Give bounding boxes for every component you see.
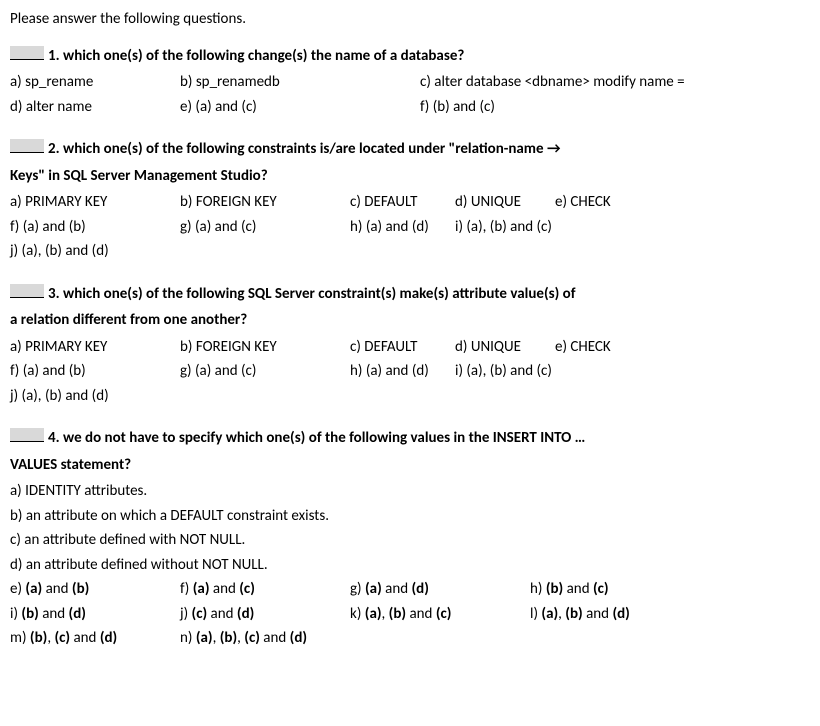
option: b) FOREIGN KEY <box>180 191 350 214</box>
option: e) (a) and (b) <box>10 578 180 601</box>
option-row: e) (a) and (b)f) (a) and (c)g) (a) and (… <box>10 578 810 603</box>
option-row: m) (b), (c) and (d)n) (a), (b), (c) and … <box>10 627 810 652</box>
question-block: 1. which one(s) of the following change(… <box>10 45 810 121</box>
question-text-cont: Keys" in SQL Server Management Studio? <box>10 165 810 188</box>
option-row: b) an attribute on which a DEFAULT const… <box>10 505 810 530</box>
option: i) (b) and (d) <box>10 603 180 626</box>
question-block: 3. which one(s) of the following SQL Ser… <box>10 283 810 410</box>
option-row: f) (a) and (b)g) (a) and (c)h) (a) and (… <box>10 216 810 241</box>
option: e) (a) and (c) <box>180 96 420 119</box>
question-block: 4. we do not have to specify which one(s… <box>10 427 810 652</box>
question-number: 2. <box>48 140 60 158</box>
option: c) DEFAULT <box>350 336 455 359</box>
option: c) DEFAULT <box>350 191 455 214</box>
option: g) (a) and (c) <box>180 216 350 239</box>
option: b) FOREIGN KEY <box>180 336 350 359</box>
option: h) (a) and (d) <box>350 216 455 239</box>
option-row: d) an attribute defined without NOT NULL… <box>10 554 810 579</box>
option: f) (a) and (c) <box>180 578 350 601</box>
option: m) (b), (c) and (d) <box>10 627 180 650</box>
questions-container: 1. which one(s) of the following change(… <box>10 45 810 652</box>
option: j) (a), (b) and (d) <box>10 240 210 263</box>
option: d) an attribute defined without NOT NULL… <box>10 554 710 577</box>
question-text: which one(s) of the following SQL Server… <box>63 285 575 303</box>
option-row: i) (b) and (d)j) (c) and (d)k) (a), (b) … <box>10 603 810 628</box>
option: c) alter database <dbname> modify name = <box>420 71 780 94</box>
option: a) sp_rename <box>10 71 180 94</box>
question-number: 4. <box>48 429 60 447</box>
option-row: a) IDENTITY attributes. <box>10 480 810 505</box>
question-number: 1. <box>48 47 60 65</box>
option: h) (a) and (d) <box>350 360 455 383</box>
option: h) (b) and (c) <box>530 578 700 601</box>
option-row: c) an attribute defined with NOT NULL. <box>10 529 810 554</box>
question-heading: 4. we do not have to specify which one(s… <box>10 427 810 450</box>
answer-blank[interactable] <box>10 284 44 298</box>
option: f) (a) and (b) <box>10 360 180 383</box>
option: j) (a), (b) and (d) <box>10 385 210 408</box>
intro-text: Please answer the following questions. <box>10 8 810 31</box>
option: f) (b) and (c) <box>420 96 670 119</box>
option-row: a) PRIMARY KEYb) FOREIGN KEYc) DEFAULTd)… <box>10 336 810 361</box>
option: d) alter name <box>10 96 180 119</box>
option: l) (a), (b) and (d) <box>530 603 700 626</box>
option: b) an attribute on which a DEFAULT const… <box>10 505 710 528</box>
option: k) (a), (b) and (c) <box>350 603 530 626</box>
option: d) UNIQUE <box>455 191 555 214</box>
option: i) (a), (b) and (c) <box>455 360 655 383</box>
answer-blank[interactable] <box>10 139 44 153</box>
question-text-cont: VALUES statement? <box>10 454 810 477</box>
option: d) UNIQUE <box>455 336 555 359</box>
question-text: which one(s) of the following constraint… <box>63 140 561 158</box>
option: f) (a) and (b) <box>10 216 180 239</box>
option: j) (c) and (d) <box>180 603 350 626</box>
option: a) PRIMARY KEY <box>10 191 180 214</box>
option: n) (a), (b), (c) and (d) <box>180 627 430 650</box>
option-row: a) PRIMARY KEYb) FOREIGN KEYc) DEFAULTd)… <box>10 191 810 216</box>
option-row: j) (a), (b) and (d) <box>10 385 810 410</box>
option: c) an attribute defined with NOT NULL. <box>10 529 710 552</box>
option-row: f) (a) and (b)g) (a) and (c)h) (a) and (… <box>10 360 810 385</box>
question-text: we do not have to specify which one(s) o… <box>63 429 585 447</box>
option: a) IDENTITY attributes. <box>10 480 710 503</box>
option: b) sp_renamedb <box>180 71 420 94</box>
answer-blank[interactable] <box>10 428 44 442</box>
option: i) (a), (b) and (c) <box>455 216 655 239</box>
question-block: 2. which one(s) of the following constra… <box>10 138 810 265</box>
question-heading: 3. which one(s) of the following SQL Ser… <box>10 283 810 306</box>
option: g) (a) and (d) <box>350 578 530 601</box>
answer-blank[interactable] <box>10 46 44 60</box>
option-row: a) sp_renameb) sp_renamedbc) alter datab… <box>10 71 810 96</box>
question-heading: 2. which one(s) of the following constra… <box>10 138 810 161</box>
option: a) PRIMARY KEY <box>10 336 180 359</box>
option: g) (a) and (c) <box>180 360 350 383</box>
option: e) CHECK <box>555 336 655 359</box>
option: e) CHECK <box>555 191 655 214</box>
question-text-cont: a relation different from one another? <box>10 309 810 332</box>
option-row: d) alter namee) (a) and (c)f) (b) and (c… <box>10 96 810 121</box>
question-number: 3. <box>48 285 60 303</box>
option-row: j) (a), (b) and (d) <box>10 240 810 265</box>
question-heading: 1. which one(s) of the following change(… <box>10 45 810 68</box>
question-text: which one(s) of the following change(s) … <box>63 47 464 65</box>
